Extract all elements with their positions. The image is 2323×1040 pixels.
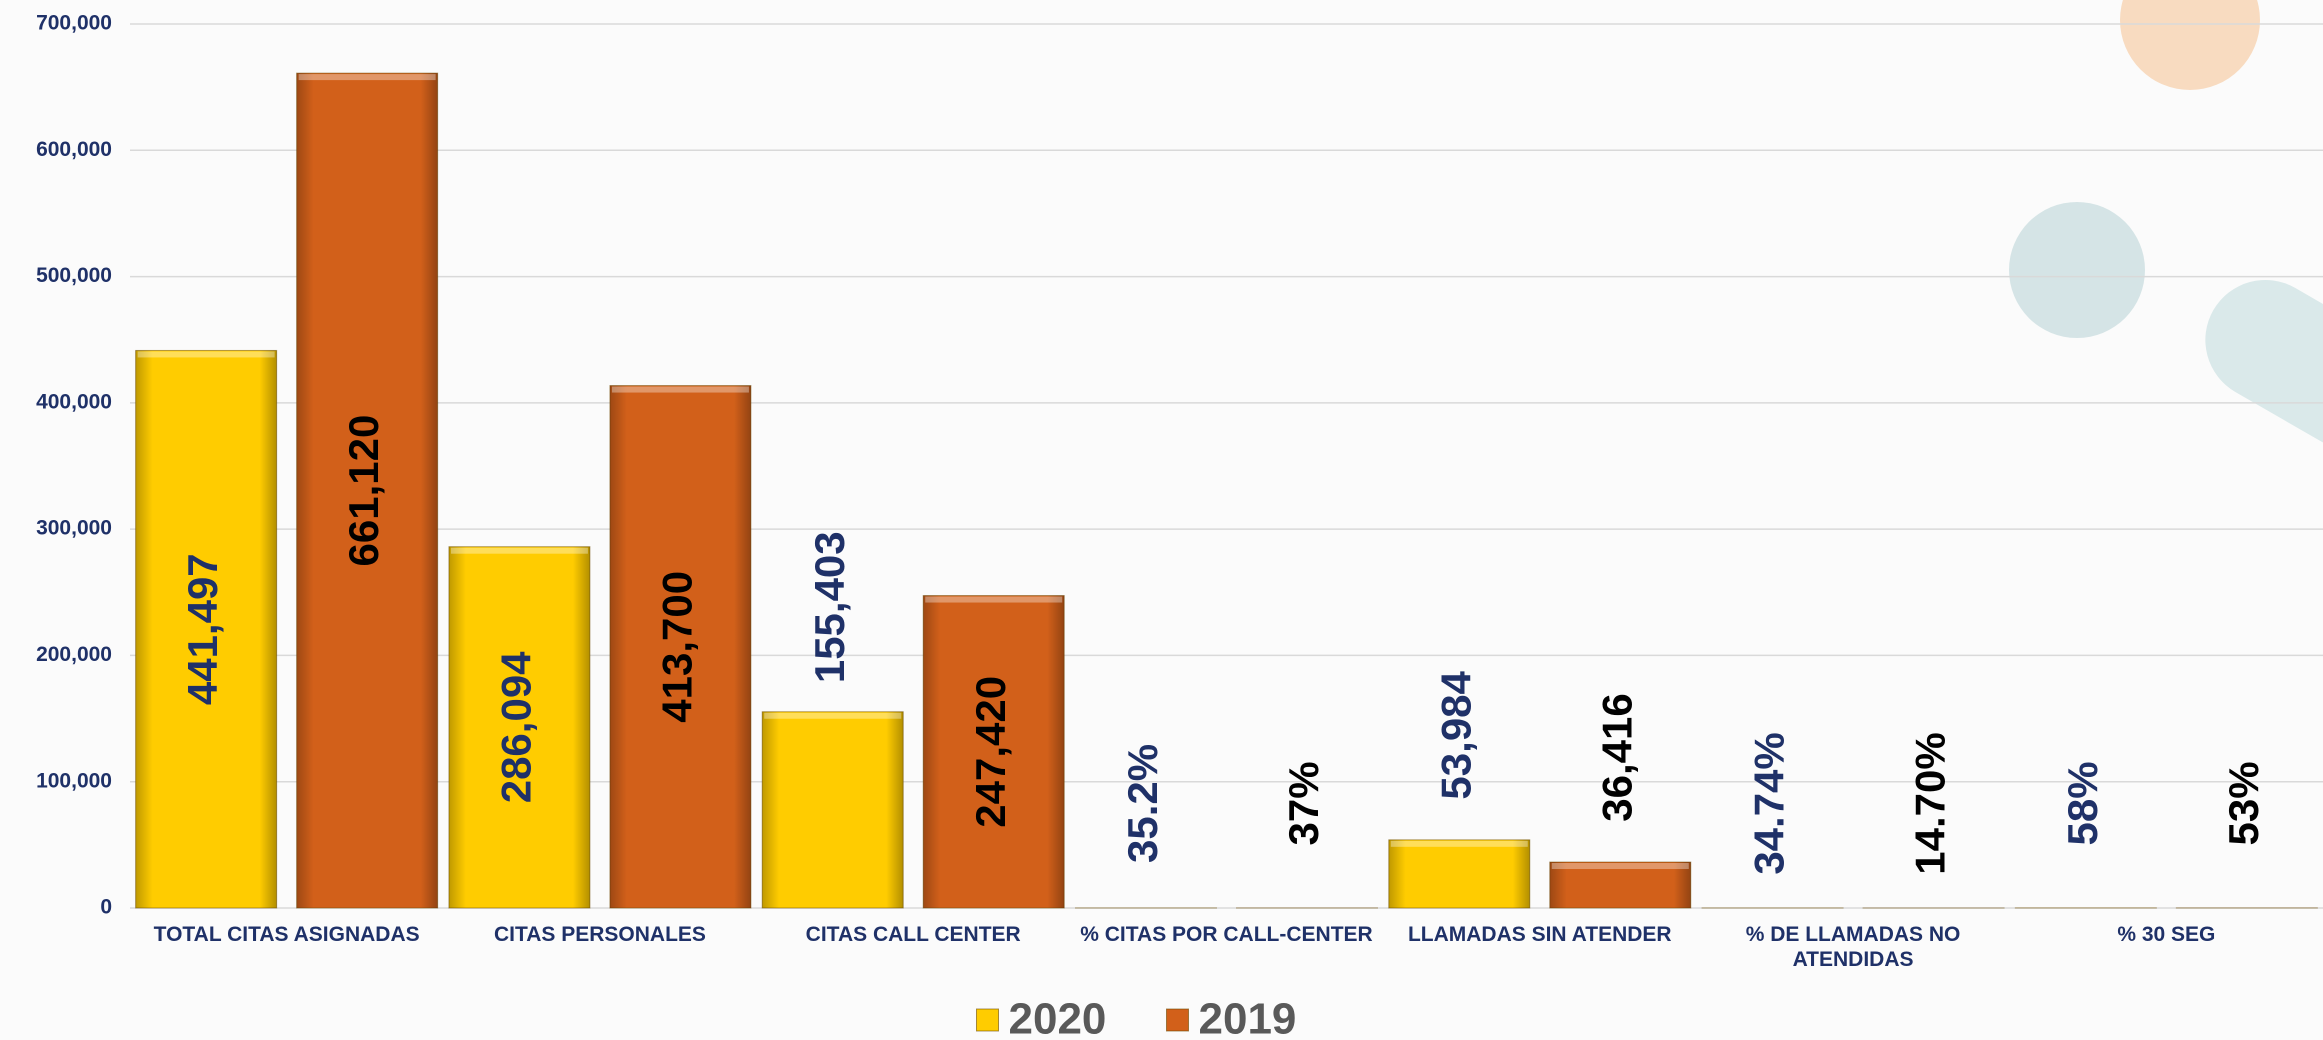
bar-group: [761, 711, 904, 909]
x-tick-label: % CITAS POR CALL-CENTER: [1080, 923, 1373, 946]
data-label: 441,497: [179, 553, 226, 705]
bar-shade: [609, 385, 751, 908]
decor-circle: [2009, 202, 2145, 338]
bar-group: [1388, 839, 1531, 909]
bar-group: [1549, 861, 1692, 909]
x-tick-label: TOTAL CITAS ASIGNADAS: [153, 923, 420, 946]
data-label: 413,700: [654, 571, 701, 723]
bar-group: [296, 72, 439, 909]
x-tick-label: LLAMADAS SIN ATENDER: [1407, 923, 1672, 946]
bar-group: [448, 546, 591, 909]
y-tick-label: 100,000: [36, 769, 112, 792]
bar-bevel: [925, 596, 1063, 603]
data-label: 58%: [2059, 761, 2106, 845]
bar-shade: [923, 595, 1065, 908]
data-label: 37%: [1280, 761, 1327, 845]
y-tick-label: 600,000: [36, 138, 112, 161]
data-label: 155,403: [806, 531, 853, 683]
legend-swatch: [1166, 1008, 1189, 1032]
y-tick-label: 300,000: [36, 517, 112, 540]
bar-bevel: [611, 386, 749, 393]
bar-shade: [1388, 839, 1530, 908]
legend-swatch: [976, 1008, 999, 1032]
bar-group: [922, 595, 1065, 909]
y-tick-label: 500,000: [36, 264, 112, 287]
data-label: 661,120: [340, 415, 387, 567]
bar-shade: [135, 350, 277, 908]
data-label: 34.74%: [1746, 732, 1793, 874]
data-label: 53%: [2220, 761, 2267, 845]
x-tick-label: CITAS CALL CENTER: [805, 923, 1021, 946]
bar-bevel: [1390, 840, 1528, 847]
bar-bevel: [137, 351, 275, 358]
bar-group: [609, 385, 752, 909]
decor-pill: [2205, 280, 2323, 470]
bar-bevel: [298, 74, 436, 81]
y-tick-label: 700,000: [36, 12, 112, 35]
legend-label: 2020: [1009, 995, 1107, 1040]
y-tick-label: 400,000: [36, 390, 112, 413]
data-label: 36,416: [1593, 693, 1640, 821]
data-label: 35.2%: [1119, 744, 1166, 863]
data-label: 53,984: [1432, 670, 1479, 799]
bar-bevel: [450, 547, 588, 554]
data-label: 14.70%: [1907, 732, 1954, 874]
legend-label: 2019: [1199, 995, 1297, 1040]
bar-bevel: [1551, 863, 1689, 870]
x-tick-label: CITAS PERSONALES: [493, 923, 706, 946]
data-label: 247,420: [967, 676, 1014, 828]
bar-shade: [448, 546, 590, 908]
y-tick-label: 0: [100, 896, 112, 919]
data-label: 286,094: [493, 651, 540, 803]
x-tick-label: % 30 SEG: [2117, 923, 2216, 946]
y-tick-label: 200,000: [36, 643, 112, 666]
bar-shade: [762, 711, 904, 908]
bar-bevel: [764, 712, 902, 719]
decor-circle: [2120, 0, 2260, 90]
bar-shade: [296, 73, 438, 909]
bar-shade: [1549, 862, 1691, 908]
x-tick-label: % DE LLAMADAS NO ATENDIDAS: [1745, 923, 1961, 971]
bar-group: [135, 349, 278, 909]
